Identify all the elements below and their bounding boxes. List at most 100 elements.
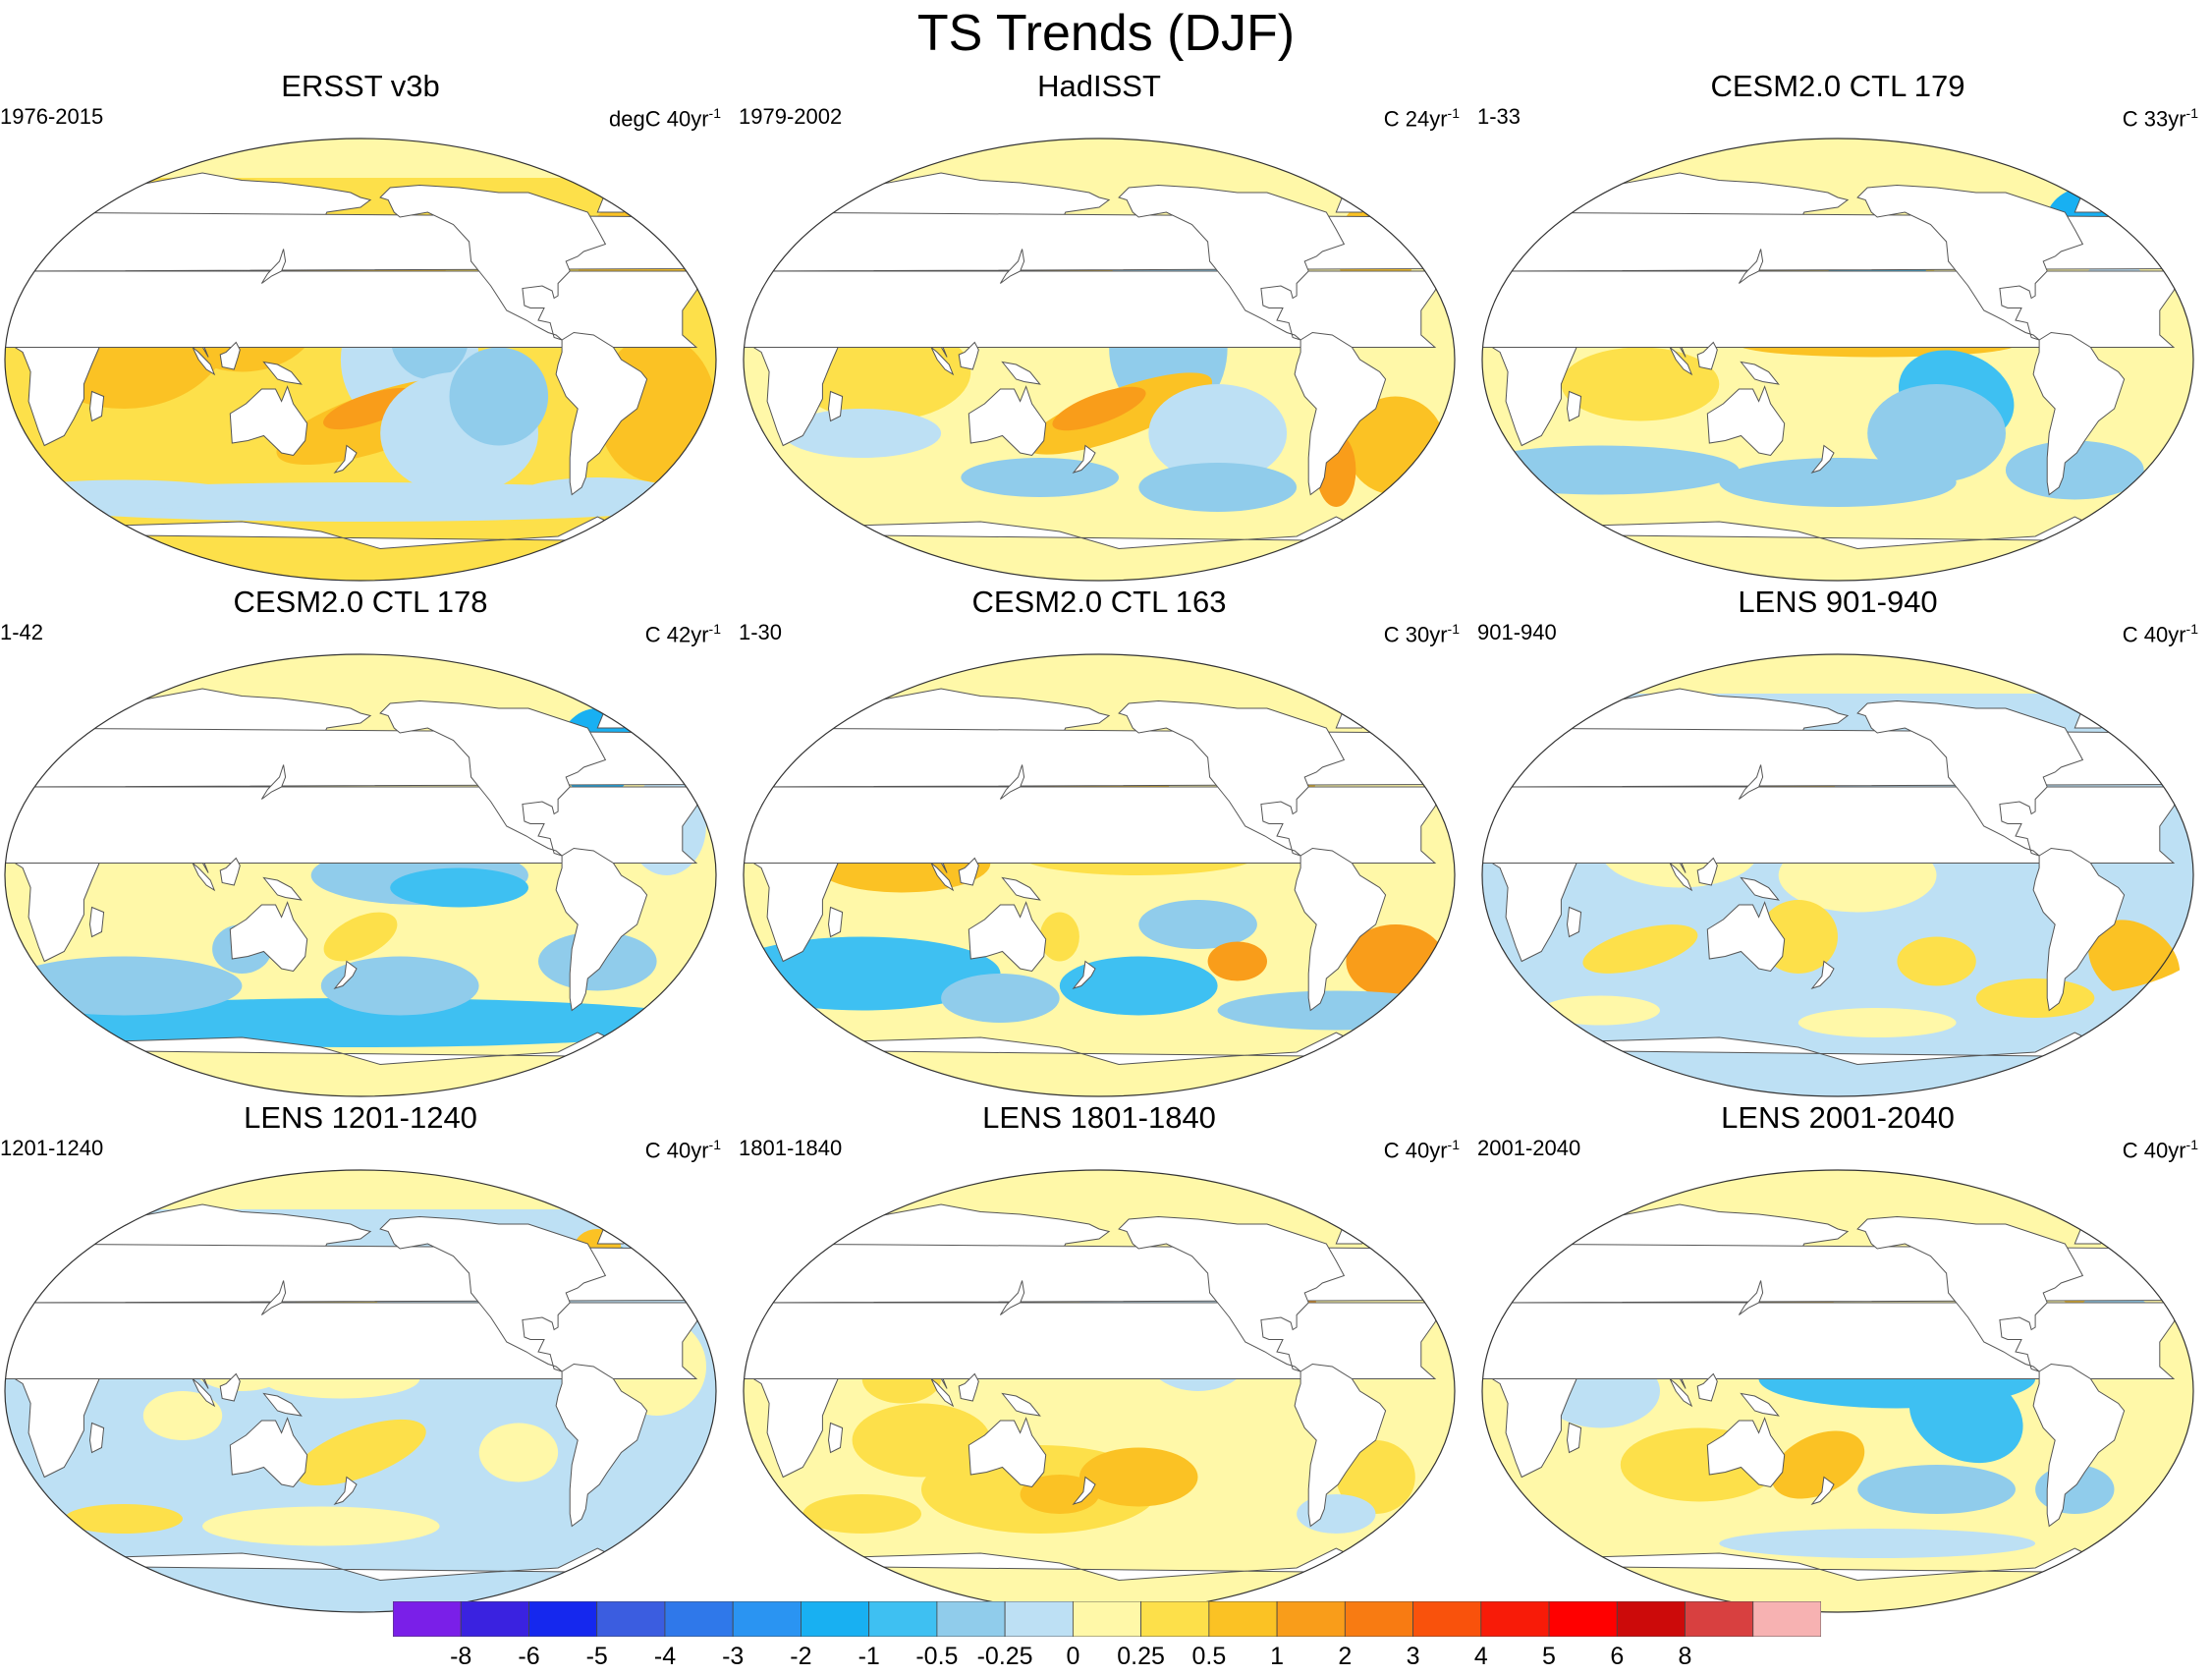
panel-period-label: 1-33 [1477,104,1521,129]
units-text: C 24yr [1383,106,1448,132]
colorbar-tick-label: 8 [1678,1643,1692,1670]
units-exponent: -1 [708,105,721,121]
panel-units-label: C 40yr-1 [645,1132,721,1163]
colorbar-swatch [664,1601,734,1637]
panel-title: HadISST [1037,69,1161,103]
colorbar-swatch [460,1601,529,1637]
panel-units-label: C 42yr-1 [645,616,721,647]
panel-title: LENS 1801-1840 [982,1100,1216,1135]
colorbar-tick-label: -0.5 [915,1643,959,1670]
continents [744,654,1454,1096]
trend-map [1481,138,2194,582]
panel-title: ERSST v3b [281,69,440,103]
colorbar-tick-label: -4 [653,1643,677,1670]
continents [5,139,715,581]
continents [744,1170,1454,1612]
colorbar-tick-label: 0 [1066,1643,1080,1670]
panel-period-label: 1-42 [0,620,44,644]
map-panel: HadISST 1979-2002 C 24yr-1 [739,69,1460,585]
panel-period-label: 1201-1240 [0,1136,104,1160]
units-exponent: -1 [2185,621,2198,637]
colorbar-tick-label: 2 [1338,1643,1353,1670]
panel-period-label: 901-940 [1477,620,1557,644]
map-outline [1481,1169,2194,1613]
map-panel: LENS 1201-1240 1201-1240 C 40yr-1 [0,1100,721,1616]
panel-title: LENS 2001-2040 [1721,1100,1955,1135]
colorbar-tick-label: -6 [518,1643,540,1670]
trend-map [743,653,1456,1097]
map-panel: LENS 901-940 901-940 C 40yr-1 [1477,585,2198,1100]
units-exponent: -1 [2185,1137,2198,1152]
colorbar-swatch [596,1601,666,1637]
units-text: degC 40yr [609,106,709,132]
colorbar-swatch [1548,1601,1618,1637]
panel-period-label: 1801-1840 [739,1136,843,1160]
figure-title: TS Trends (DJF) [916,5,1296,62]
colorbar-tick-label: 0.25 [1117,1643,1165,1670]
colorbar-swatch [1480,1601,1550,1637]
units-text: C 30yr [1383,622,1448,647]
colorbar-swatch [1412,1601,1482,1637]
colorbar-tick-label: -8 [450,1643,472,1670]
map-panel: LENS 2001-2040 2001-2040 C 40yr-1 [1477,1100,2198,1616]
panel-period-label: 2001-2040 [1477,1136,1581,1160]
units-text: C 40yr [1383,1138,1448,1163]
panel-units-label: C 40yr-1 [2123,1132,2198,1163]
trend-map [4,1169,717,1613]
colorbar-swatches [393,1601,1821,1637]
panel-period-label: 1976-2015 [0,104,104,129]
colorbar-tick-label: 6 [1610,1643,1625,1670]
panel-units-label: C 30yr-1 [1384,616,1460,647]
units-exponent: -1 [708,1137,721,1152]
panel-title: CESM2.0 CTL 163 [971,585,1227,619]
panel-title: CESM2.0 CTL 178 [233,585,488,619]
colorbar-tick-label: 3 [1406,1643,1420,1670]
map-panel: CESM2.0 CTL 178 1-42 C 42yr-1 [0,585,721,1100]
units-exponent: -1 [708,621,721,637]
colorbar-swatch [1004,1601,1074,1637]
colorbar-labels: -8 -6 -5 -4 -3 -2 -1 -0.5 -0.25 0 0.25 0.5 1 2 3 4 5 6 8 [393,1643,1821,1672]
units-exponent: -1 [1447,1137,1460,1152]
colorbar-swatch [936,1601,1006,1637]
colorbar-tick-label: -1 [857,1643,880,1670]
map-panel: ERSST v3b 1976-2015 degC 40yr-1 [0,69,721,585]
map-outline [743,138,1456,582]
units-text: C 40yr [644,1138,709,1163]
colorbar-tick-label: -0.25 [976,1643,1033,1670]
colorbar [393,1601,1821,1637]
trend-map [4,653,717,1097]
colorbar-swatch [732,1601,802,1637]
map-outline [1481,653,2194,1097]
colorbar-swatch [1616,1601,1686,1637]
map-outline [1481,138,2194,582]
continents [5,654,715,1096]
trend-map [743,138,1456,582]
trend-map [1481,653,2194,1097]
colorbar-swatch [1752,1601,1821,1637]
colorbar-swatch [1072,1601,1142,1637]
panel-units-label: degC 40yr-1 [609,100,721,132]
units-exponent: -1 [1447,621,1460,637]
units-text: C 40yr [2122,1138,2186,1163]
colorbar-swatch [868,1601,938,1637]
colorbar-tick-label: -2 [790,1643,812,1670]
continents [1482,1170,2192,1612]
panel-units-label: C 33yr-1 [2123,100,2198,132]
colorbar-swatch [393,1601,462,1637]
panel-units-label: C 40yr-1 [2123,616,2198,647]
colorbar-swatch [1140,1601,1210,1637]
colorbar-tick-label: -3 [722,1643,745,1670]
map-outline [4,138,717,582]
colorbar-tick-label: 0.5 [1191,1643,1227,1670]
continents [1482,654,2192,1096]
panel-period-label: 1979-2002 [739,104,843,129]
units-text: C 40yr [2122,622,2186,647]
colorbar-swatch [1276,1601,1346,1637]
units-text: C 33yr [2122,106,2186,132]
colorbar-swatch [801,1601,870,1637]
trend-map [4,138,717,582]
colorbar-tick-label: 4 [1473,1643,1488,1670]
panel-units-label: C 40yr-1 [1384,1132,1460,1163]
colorbar-swatch [1685,1601,1754,1637]
continents [744,139,1454,581]
